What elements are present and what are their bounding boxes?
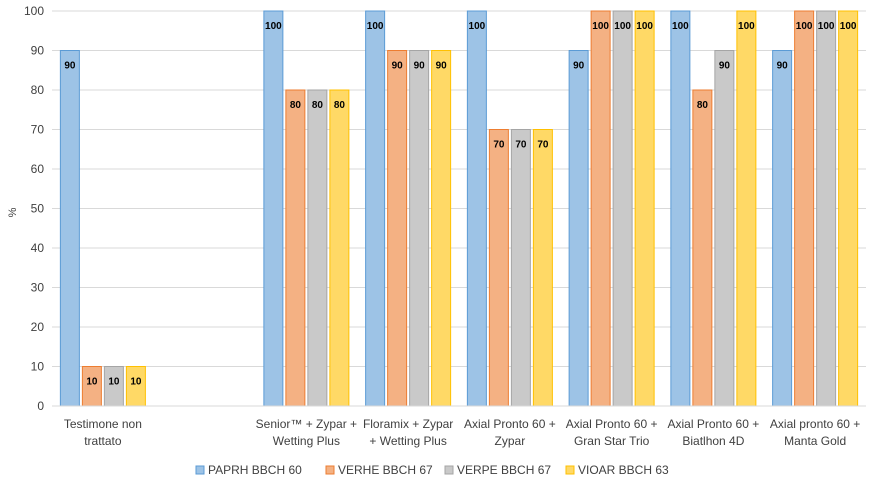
data-label: 100 — [738, 21, 755, 32]
y-tick-label: 20 — [31, 320, 45, 334]
x-category-label: Floramix + Zypar — [363, 417, 453, 431]
bar — [736, 10, 757, 407]
bar — [409, 50, 430, 407]
x-category-label: trattato — [84, 434, 122, 448]
x-category-label: Gran Star Trio — [574, 434, 650, 448]
y-tick-label: 30 — [31, 281, 45, 295]
data-label: 70 — [515, 140, 527, 151]
bar — [670, 10, 691, 407]
bar — [329, 89, 350, 407]
legend-label: VERHE BBCH 67 — [338, 463, 433, 477]
data-label: 80 — [334, 100, 346, 111]
y-axis: 0 10 20 30 40 50 60 70 80 90 100 — [24, 4, 44, 413]
bar — [714, 50, 735, 407]
legend: PAPRH BBCH 60 VERHE BBCH 67 VERPE BBCH 67 V… — [195, 463, 669, 477]
bar — [387, 50, 408, 407]
bar — [816, 10, 837, 407]
data-label: 70 — [493, 140, 505, 151]
x-category-label: + Wetting Plus — [369, 434, 446, 448]
data-label: 10 — [130, 377, 142, 388]
x-category-label: Testimone non — [64, 417, 142, 431]
bars — [59, 10, 859, 407]
data-label: 100 — [614, 21, 631, 32]
data-label: 80 — [312, 100, 324, 111]
bar — [365, 10, 386, 407]
x-category-label: Axial Pronto 60 + — [464, 417, 556, 431]
bar — [466, 10, 487, 407]
data-label: 90 — [777, 61, 789, 72]
data-label: 100 — [796, 21, 813, 32]
bar — [794, 10, 815, 407]
bar — [612, 10, 633, 407]
x-category-label: Wetting Plus — [273, 434, 340, 448]
data-label: 70 — [537, 140, 549, 151]
y-tick-label: 0 — [37, 399, 44, 413]
bar — [838, 10, 859, 407]
bar — [307, 89, 328, 407]
y-tick-label: 90 — [31, 44, 45, 58]
data-label: 100 — [265, 21, 282, 32]
bar — [568, 50, 589, 407]
x-category-label: Senior™ + Zypar + — [256, 417, 357, 431]
bar — [510, 129, 531, 407]
legend-swatch — [565, 465, 575, 475]
x-category-label: Biatlhon 4D — [682, 434, 744, 448]
legend-label: VERPE BBCH 67 — [457, 463, 551, 477]
data-label: 90 — [392, 61, 404, 72]
data-label: 100 — [840, 21, 857, 32]
data-label: 90 — [414, 61, 426, 72]
y-tick-label: 60 — [31, 162, 45, 176]
legend-label: PAPRH BBCH 60 — [208, 463, 302, 477]
x-category-label: Axial Pronto 60 + — [668, 417, 760, 431]
x-axis-categories: Testimone non trattato Senior™ + Zypar + We… — [64, 417, 860, 448]
y-tick-label: 80 — [31, 83, 45, 97]
y-tick-label: 70 — [31, 123, 45, 137]
bar — [488, 129, 509, 407]
data-label: 10 — [108, 377, 120, 388]
bar — [431, 50, 452, 407]
bar — [590, 10, 611, 407]
data-label: 100 — [367, 21, 384, 32]
bar — [772, 50, 793, 407]
y-tick-label: 10 — [31, 360, 45, 374]
x-category-label: Axial pronto 60 + — [770, 417, 860, 431]
x-category-label: Manta Gold — [784, 434, 846, 448]
data-label: 90 — [436, 61, 448, 72]
legend-swatch — [444, 465, 454, 475]
bar — [692, 89, 713, 407]
y-axis-label: % — [7, 207, 19, 217]
data-labels: 90 100 100 100 90 100 90 10 80 90 70 100 80 100 10 80 90… — [64, 21, 857, 388]
data-label: 90 — [573, 61, 585, 72]
bar — [263, 10, 284, 407]
data-label: 100 — [469, 21, 486, 32]
y-tick-label: 50 — [31, 202, 45, 216]
data-label: 100 — [818, 21, 835, 32]
data-label: 10 — [86, 377, 98, 388]
data-label: 90 — [64, 61, 76, 72]
data-label: 80 — [697, 100, 709, 111]
legend-swatch — [325, 465, 335, 475]
data-label: 100 — [636, 21, 653, 32]
data-label: 100 — [672, 21, 689, 32]
legend-swatch — [195, 465, 205, 475]
data-label: 90 — [719, 61, 731, 72]
y-tick-label: 40 — [31, 241, 45, 255]
gridlines — [52, 10, 866, 367]
x-category-label: Axial Pronto 60 + — [566, 417, 658, 431]
bar — [532, 129, 553, 407]
bar — [634, 10, 655, 407]
data-label: 100 — [592, 21, 609, 32]
bar — [59, 50, 80, 407]
data-label: 80 — [290, 100, 302, 111]
legend-label: VIOAR BBCH 63 — [578, 463, 669, 477]
y-tick-label: 100 — [24, 4, 44, 18]
x-category-label: Zypar — [495, 434, 526, 448]
bar — [285, 89, 306, 407]
